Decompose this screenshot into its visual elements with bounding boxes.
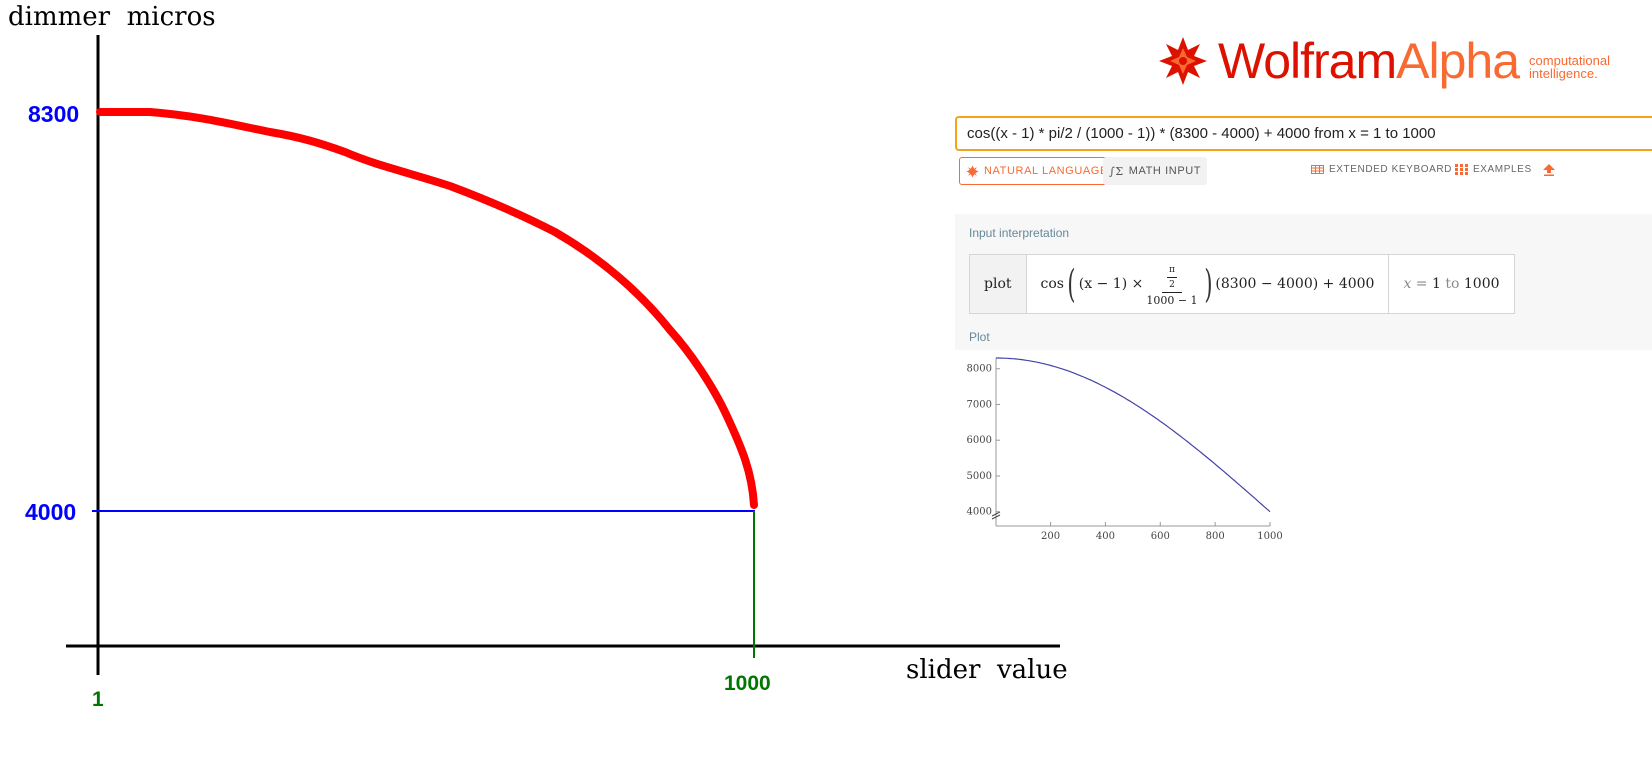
input-interpretation-title: Input interpretation bbox=[969, 226, 1070, 240]
plot-y-tick-label: 8000 bbox=[967, 364, 992, 375]
logo-tagline: computational intelligence. bbox=[1529, 54, 1610, 80]
natural-language-label: NATURAL LANGUAGE bbox=[984, 165, 1108, 177]
wolfram-alpha-logo[interactable]: WolframAlpha computational intelligence. bbox=[1158, 36, 1610, 86]
interp-x-minus-1: (x − 1) × bbox=[1078, 276, 1144, 292]
interp-thousand: 1000 bbox=[1463, 276, 1500, 292]
examples-button[interactable]: EXAMPLES bbox=[1455, 164, 1532, 175]
examples-label: EXAMPLES bbox=[1473, 164, 1532, 175]
plot-x-tick-label: 600 bbox=[1151, 531, 1170, 542]
interp-fraction: π 2 1000 − 1 bbox=[1146, 262, 1197, 307]
interp-cell-plot: plot bbox=[970, 255, 1027, 313]
interp-rest: (8300 − 4000) + 4000 bbox=[1215, 276, 1375, 292]
x-value-1000: 1000 bbox=[724, 672, 771, 695]
math-input-icon: ∫Σ bbox=[1109, 164, 1124, 178]
y-value-8300: 8300 bbox=[28, 101, 79, 127]
math-input-label: MATH INPUT bbox=[1128, 165, 1202, 177]
interp-plot-text: plot bbox=[984, 276, 1012, 292]
y-axis-label: dimmer micros bbox=[8, 2, 216, 32]
plot-x-tick-label: 200 bbox=[1041, 531, 1060, 542]
interp-cell-range: x = 1 to 1000 bbox=[1389, 255, 1513, 313]
hand-drawn-curve bbox=[96, 108, 758, 509]
wolfram-alpha-panel: WolframAlpha computational intelligence.… bbox=[955, 0, 1652, 600]
plot-axis-break bbox=[991, 511, 1001, 520]
plot-title: Plot bbox=[969, 330, 990, 344]
plot-x-tick-label: 400 bbox=[1096, 531, 1115, 542]
natural-language-button[interactable]: NATURAL LANGUAGE bbox=[959, 157, 1115, 185]
interp-to: to bbox=[1445, 276, 1460, 292]
extended-keyboard-button[interactable]: EXTENDED KEYBOARD bbox=[1311, 164, 1452, 175]
logo-word-alpha: Alpha bbox=[1396, 33, 1520, 89]
interp-cos: cos bbox=[1040, 276, 1064, 292]
tagline-line-1: computational bbox=[1529, 53, 1610, 68]
hand-drawn-diagram: dimmer micros 8300 4000 1 1000 slider va… bbox=[8, 2, 1068, 711]
y-value-4000: 4000 bbox=[25, 499, 76, 525]
query-input-box[interactable] bbox=[955, 116, 1652, 151]
input-interpretation-table: plot cos((x − 1) × π 2 1000 − 1 ) (8300 −… bbox=[969, 254, 1515, 314]
interp-pi: π bbox=[1166, 264, 1177, 278]
query-input[interactable] bbox=[967, 125, 1642, 142]
plot-y-tick-label: 6000 bbox=[967, 435, 992, 446]
plot-y-tick-label: 4000 bbox=[967, 507, 992, 518]
tagline-line-2: intelligence. bbox=[1529, 66, 1598, 81]
wolfram-plot: 4000 5000 6000 7000 8000 200 400 600 800 1000 bbox=[967, 357, 1283, 542]
x-value-1: 1 bbox=[92, 688, 104, 711]
input-toolbar: NATURAL LANGUAGE ∫Σ MATH INPUT EXTENDED … bbox=[955, 157, 1652, 187]
plot-pod: 4000 5000 6000 7000 8000 200 400 600 800 1000 bbox=[955, 350, 1652, 550]
plot-y-tick-label: 7000 bbox=[967, 399, 992, 410]
interp-denominator: 1000 − 1 bbox=[1146, 293, 1198, 307]
examples-grid-icon bbox=[1455, 164, 1468, 175]
upload-button[interactable] bbox=[1543, 164, 1555, 176]
wolfram-star-small-icon bbox=[966, 165, 979, 177]
interp-x-eq: x = bbox=[1403, 276, 1428, 292]
x-axis-label: slider value bbox=[906, 655, 1068, 685]
logo-wordmark: WolframAlpha bbox=[1217, 33, 1520, 89]
upload-icon bbox=[1543, 164, 1555, 176]
wolfram-star-icon bbox=[1158, 37, 1207, 85]
interp-one: 1 bbox=[1431, 276, 1441, 292]
logo-word-wolfram: Wolfram bbox=[1217, 33, 1397, 89]
extended-keyboard-label: EXTENDED KEYBOARD bbox=[1329, 164, 1453, 175]
math-input-button[interactable]: ∫Σ MATH INPUT bbox=[1103, 157, 1208, 185]
interp-cell-expression: cos((x − 1) × π 2 1000 − 1 ) (8300 − 4000… bbox=[1027, 255, 1390, 313]
plot-y-tick-label: 5000 bbox=[967, 471, 992, 482]
interp-two: 2 bbox=[1169, 279, 1175, 290]
keyboard-icon bbox=[1311, 165, 1324, 174]
plot-series-line bbox=[996, 357, 1271, 513]
plot-x-tick-label: 800 bbox=[1206, 531, 1225, 542]
results-area: Input interpretation plot cos((x − 1) × … bbox=[955, 214, 1652, 550]
plot-x-tick-label: 1000 bbox=[1257, 531, 1282, 542]
